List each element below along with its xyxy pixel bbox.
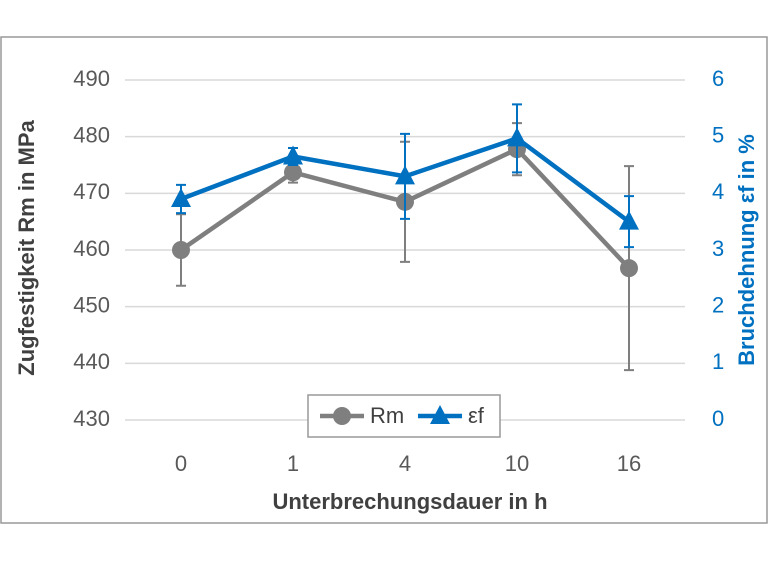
data-point: [619, 210, 639, 230]
y2-tick-label: 0: [712, 406, 724, 431]
y-tick-label: 480: [73, 122, 110, 147]
data-point: [283, 145, 303, 165]
legend-marker: [333, 407, 351, 425]
legend-marker: [430, 405, 450, 424]
y-tick-label: 430: [73, 406, 110, 431]
legend-label: Rm: [370, 403, 404, 428]
y2-tick-label: 6: [712, 66, 724, 91]
x-tick-label: 10: [505, 451, 529, 476]
y2-tick-label: 3: [712, 236, 724, 261]
legend: Rm εf: [307, 394, 501, 438]
y-axis-title: Zugfestigkeit Rm in MPa: [14, 120, 39, 376]
data-point: [171, 188, 191, 207]
x-axis-title: Unterbrechungsdauer in h: [272, 489, 547, 514]
y-tick-label: 450: [73, 292, 110, 317]
y-tick-label: 490: [73, 66, 110, 91]
x-tick-label: 0: [175, 451, 187, 476]
data-point: [395, 165, 415, 185]
y2-tick-label: 5: [712, 122, 724, 147]
y2-tick-label: 4: [712, 179, 724, 204]
x-tick-label: 16: [617, 451, 641, 476]
y-tick-label: 460: [73, 236, 110, 261]
data-point: [620, 259, 638, 278]
x-tick-label: 4: [399, 451, 411, 476]
y2-axis-title: Bruchdehnung εf in %: [734, 134, 759, 366]
y-tick-label: 470: [73, 179, 110, 204]
legend-label: εf: [468, 403, 485, 428]
data-point: [507, 127, 527, 147]
y2-tick-label: 1: [712, 349, 724, 374]
y2-tick-label: 2: [712, 292, 724, 317]
data-point: [284, 163, 302, 182]
chart-frame: [0, 36, 768, 524]
data-point: [172, 241, 190, 259]
x-tick-label: 1: [287, 451, 299, 476]
y-tick-label: 440: [73, 349, 110, 374]
